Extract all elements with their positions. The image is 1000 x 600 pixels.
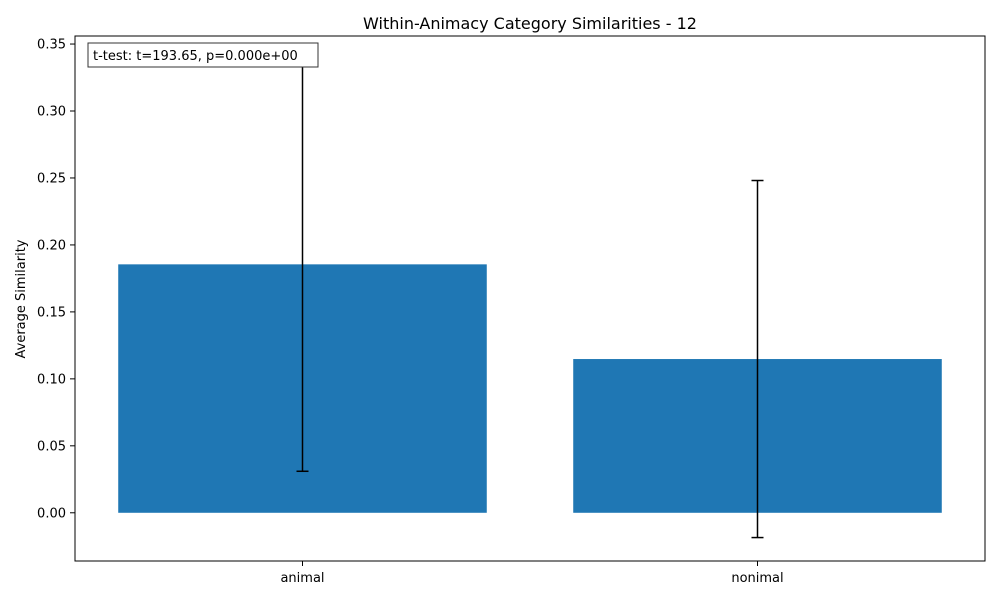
annotation-box bbox=[87, 42, 319, 68]
chart-title: Within-Animacy Category Similarities - 1… bbox=[363, 14, 697, 33]
y-tick-label: 0.05 bbox=[37, 439, 66, 454]
error-bars-group bbox=[296, 56, 764, 539]
y-axis-ticks: 0.00 0.05 0.10 0.15 0.20 0.25 0.30 0.35 bbox=[37, 38, 75, 521]
y-tick-label: 0.25 bbox=[37, 171, 66, 186]
y-tick-label: 0.10 bbox=[37, 372, 66, 387]
x-tick-label-animal: animal bbox=[280, 571, 324, 586]
x-axis-ticks: animal nonimal bbox=[280, 561, 784, 586]
y-tick-label: 0.15 bbox=[37, 305, 66, 320]
y-tick-label: 0.20 bbox=[37, 238, 66, 253]
bars-group bbox=[118, 264, 942, 513]
y-tick-label: 0.35 bbox=[37, 38, 66, 53]
x-tick-label-nonimal: nonimal bbox=[731, 571, 783, 586]
ttest-annotation: t-test: t=193.65, p=0.000e+00 bbox=[87, 42, 319, 68]
annotation-text: t-test: t=193.65, p=0.000e+00 bbox=[93, 49, 298, 64]
y-axis-label: Average Similarity bbox=[14, 239, 29, 358]
y-tick-label: 0.30 bbox=[37, 105, 66, 120]
plot-frame bbox=[74, 35, 986, 562]
y-tick-label: 0.00 bbox=[37, 506, 66, 521]
